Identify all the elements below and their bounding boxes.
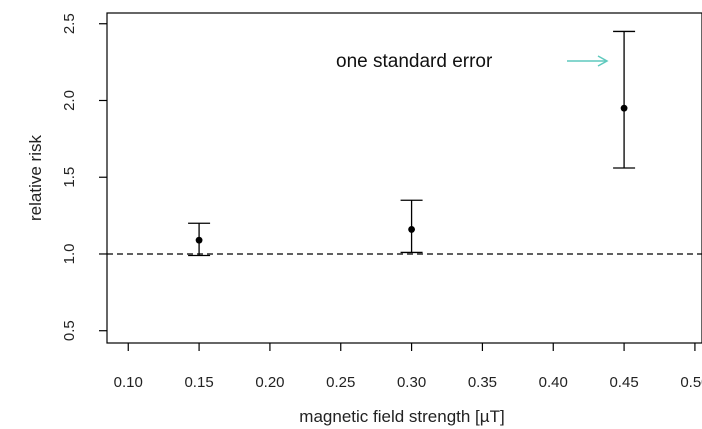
x-axis-title: magnetic field strength [µT] [299,407,504,426]
y-axis: 0.5 1.0 1.5 2.0 2.5 [61,13,107,341]
x-tick-label-2: 0.20 [255,374,284,391]
point-group-2 [613,30,636,169]
x-tick-label-5: 0.35 [468,374,497,391]
x-tick-label-0: 0.10 [114,374,143,391]
point-group-0 [188,222,211,257]
y-tick-label-3: 2.0 [61,90,78,111]
y-tick-label-1: 1.0 [61,244,78,265]
x-tick-label-3: 0.25 [326,374,355,391]
x-tick-label-6: 0.40 [539,374,568,391]
x-tick-label-7: 0.45 [609,374,638,391]
point-group-1 [400,199,423,254]
y-tick-label-2: 1.5 [61,167,78,188]
y-tick-label-0: 0.5 [61,320,78,341]
plot-frame [106,12,702,344]
x-tick-label-4: 0.30 [397,374,426,391]
y-tick-label-4: 2.5 [61,13,78,34]
annotation-label: one standard error [336,51,493,72]
x-axis: 0.10 0.15 0.20 0.25 0.30 0.35 0.40 0.45 0.50 [114,343,702,391]
data-points [188,30,636,257]
y-axis-title: relative risk [26,135,45,221]
x-tick-label-1: 0.15 [184,374,213,391]
annotation-arrowhead [597,55,609,67]
x-tick-label-8: 0.50 [680,374,702,391]
data-point-2 [620,104,628,112]
data-point-0 [195,236,203,244]
data-point-1 [408,226,415,233]
